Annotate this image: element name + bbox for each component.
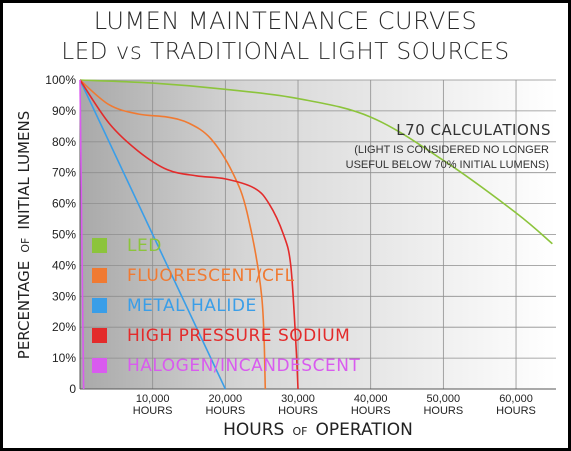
series-line-halogen-incandescent [79, 79, 85, 390]
x-axis-label-rest: OPERATION [316, 420, 413, 440]
x-tick-unit: HOURS [496, 405, 536, 417]
l70-note-line1: (LIGHT IS CONSIDERED NO LONGER [354, 144, 549, 156]
x-tick-unit: HOURS [351, 405, 391, 417]
y-tick-label: 50% [52, 228, 76, 242]
legend-swatch-fluorescent-cfl [92, 268, 107, 283]
chart-title: LUMEN MAINTENANCE CURVES [93, 7, 478, 35]
y-tick-label: 40% [52, 258, 76, 272]
y-tick-label: 100% [45, 73, 76, 87]
chart-svg: 100%90%80%70%60%50%40%30%20%10%0 10,000H… [14, 73, 556, 440]
series-line-led [79, 79, 553, 245]
y-tick-label: 90% [52, 104, 76, 118]
y-axis-label-rest: INITIAL LUMENS [15, 111, 33, 230]
y-tick-label: 0 [69, 382, 76, 396]
x-tick-number: 30,000 [281, 393, 315, 405]
chart-subtitle: LED vs TRADITIONAL LIGHT SOURCES [61, 39, 510, 65]
series-line-metal-halide [79, 79, 227, 390]
legend-label-halogen-incandescent: HALOGEN/INCANDESCENT [127, 356, 360, 376]
y-tick-label: 80% [52, 135, 76, 149]
legend-swatch-high-pressure-sodium [92, 328, 107, 343]
legend-label-metal-halide: METAL HALIDE [127, 296, 257, 316]
grid [79, 79, 556, 390]
x-tick-number: 20,000 [209, 393, 243, 405]
chart-frame: LUMEN MAINTENANCE CURVES LED vs TRADITIO… [3, 3, 568, 448]
x-tick-number: 10,000 [136, 393, 170, 405]
y-tick-label: 70% [52, 166, 76, 180]
y-axis-ticks: 100% 90% 80% 70% 60% 50% 40% 30% 20% 10% 0 [45, 73, 76, 396]
y-tick-label: 10% [52, 351, 76, 365]
series-line-fluorescent-cfl [79, 79, 267, 390]
y-axis-label-main: PERCENTAGE [15, 261, 33, 359]
legend-label-led: LED [127, 236, 162, 256]
legend: LED FLUORESCENT/CFL METAL HALIDE HIGH PRESS… [92, 236, 360, 376]
x-tick-unit: HOURS [205, 405, 245, 417]
l70-title: L70 CALCULATIONS [396, 121, 551, 139]
legend-label-fluorescent-cfl: FLUORESCENT/CFL [127, 266, 295, 286]
x-axis-label-of: OF [292, 425, 307, 438]
x-axis-label: HOURS OF OPERATION [223, 420, 413, 440]
x-axis-label-main: HOURS [223, 420, 284, 440]
x-tick-number: 50,000 [427, 393, 461, 405]
legend-swatch-metal-halide [92, 298, 107, 313]
x-tick-number: 60,000 [499, 393, 533, 405]
l70-note-line2: USEFUL BELOW 70% INITIAL LUMENS) [346, 159, 549, 171]
legend-swatch-halogen-incandescent [92, 358, 107, 373]
y-tick-label: 20% [52, 320, 76, 334]
x-axis-ticks: 10,000HOURS20,000HOURS30,000HOURS40,000H… [133, 393, 536, 417]
legend-swatch-led [92, 238, 107, 253]
y-axis-label-of: OF [19, 238, 32, 253]
x-tick-unit: HOURS [423, 405, 463, 417]
x-tick-unit: HOURS [278, 405, 318, 417]
y-tick-label: 60% [52, 197, 76, 211]
legend-label-high-pressure-sodium: HIGH PRESSURE SODIUM [127, 326, 350, 346]
series-line-high-pressure-sodium [79, 79, 299, 390]
x-tick-unit: HOURS [133, 405, 173, 417]
series-lines [79, 79, 553, 390]
y-tick-label: 30% [52, 289, 76, 303]
y-axis-label: PERCENTAGE OF INITIAL LUMENS [14, 111, 33, 359]
x-tick-number: 40,000 [354, 393, 388, 405]
